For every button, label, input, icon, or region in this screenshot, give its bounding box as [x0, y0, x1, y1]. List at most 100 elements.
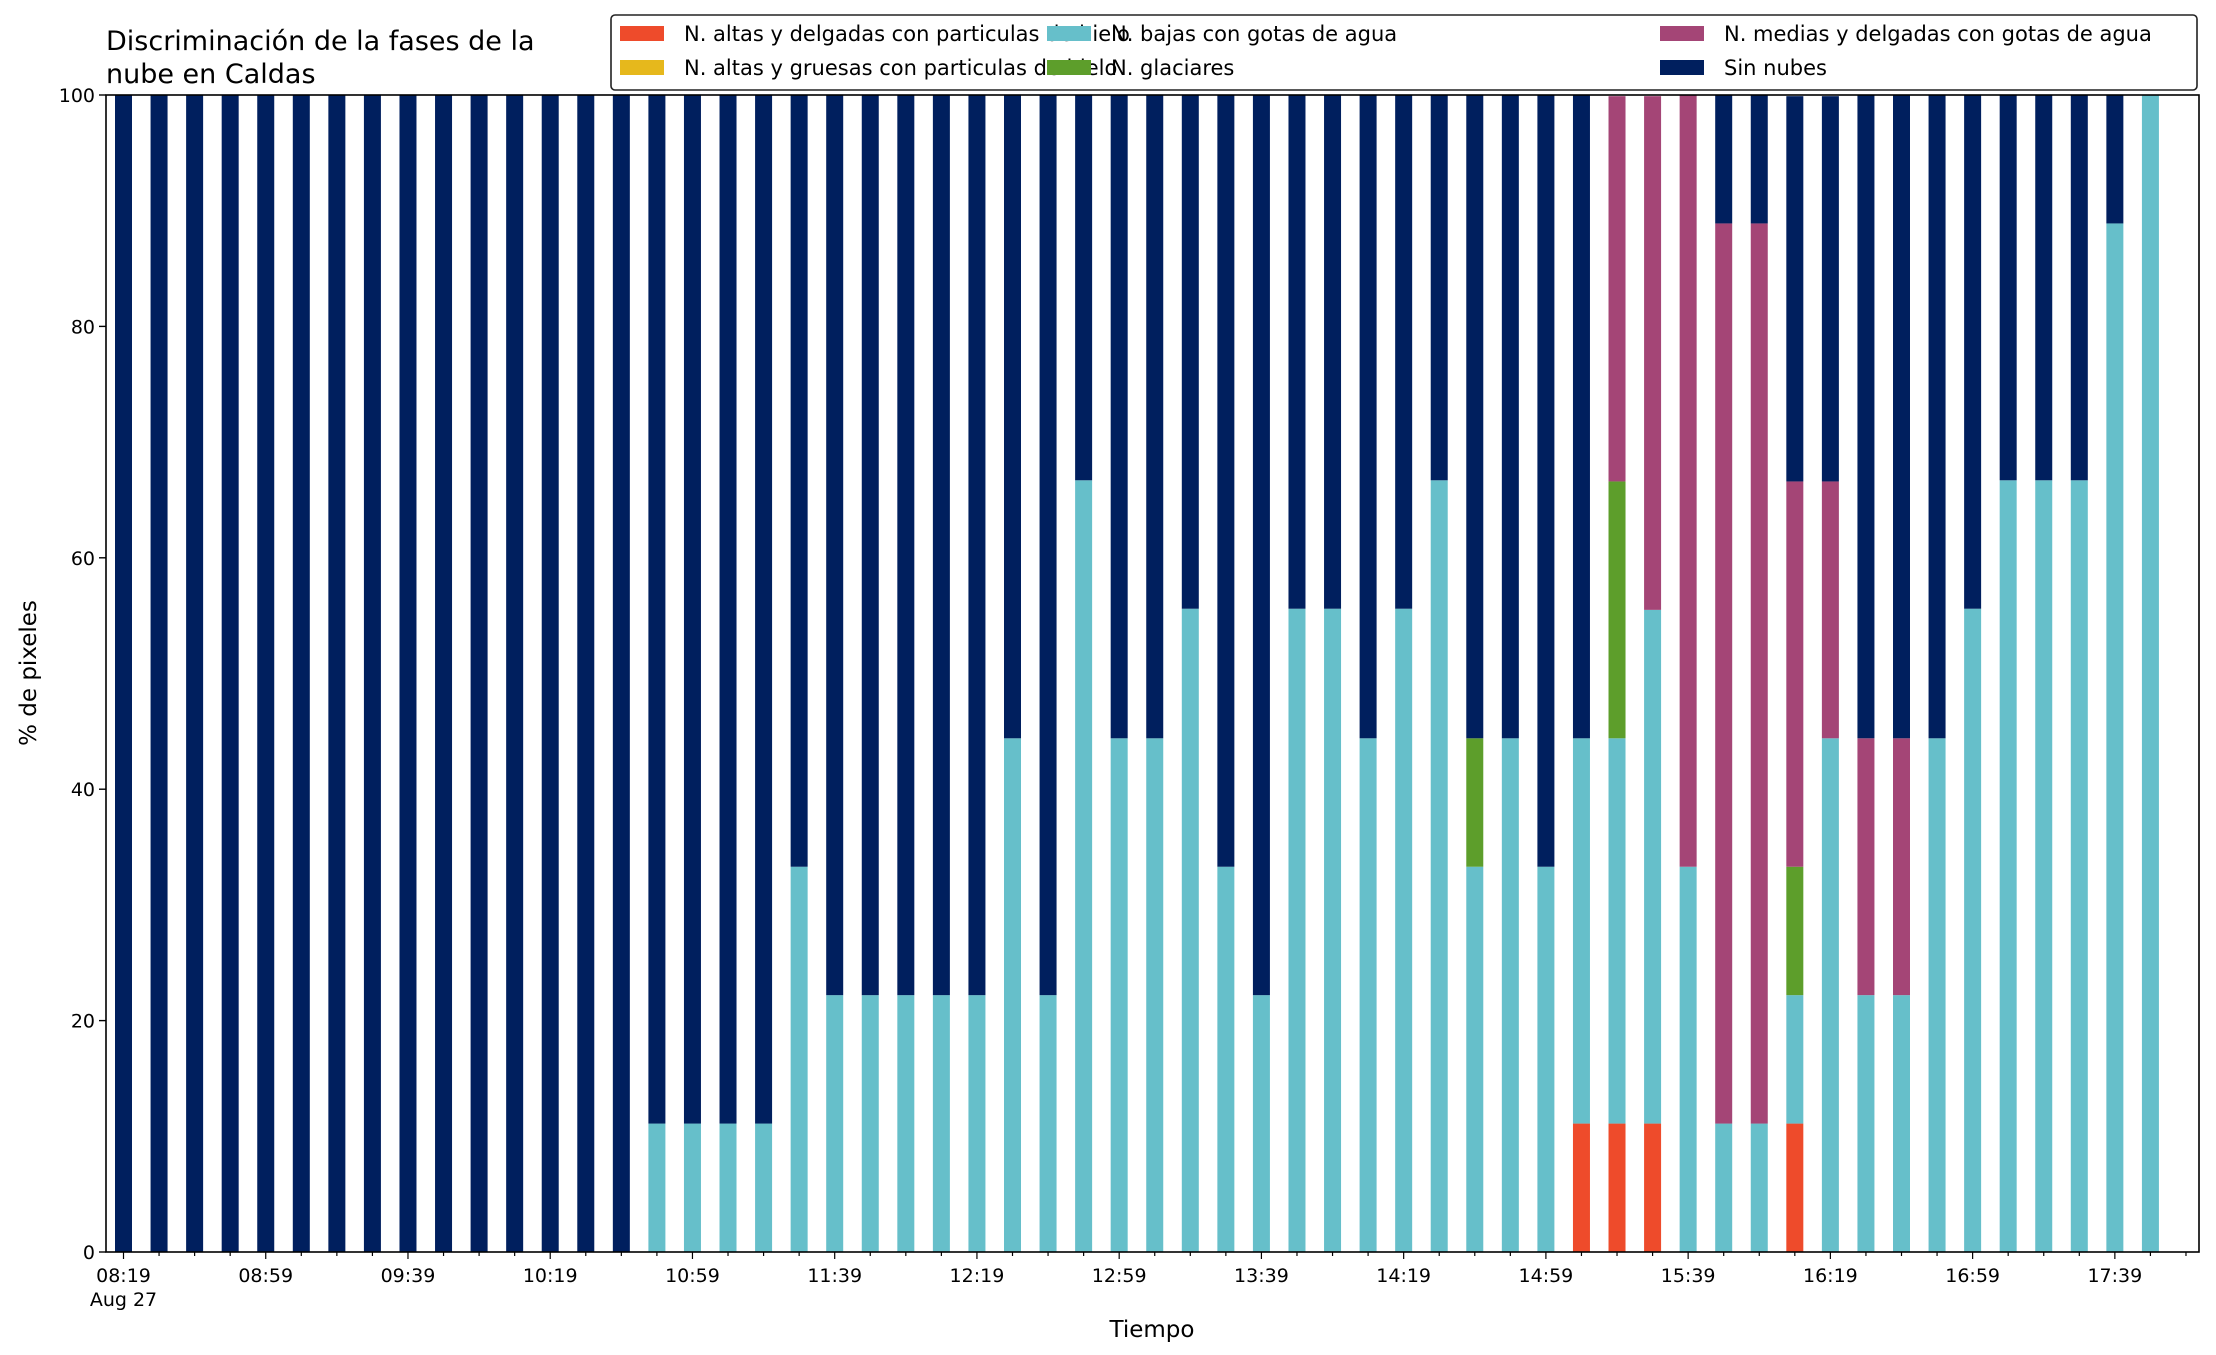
bar-segment: [1430, 480, 1448, 1252]
bar-segment: [719, 1123, 737, 1252]
bar-segment: [2106, 223, 2124, 1253]
bar-segment: [435, 95, 453, 1252]
bar-segment: [968, 995, 986, 1252]
y-axis-label: % de pixeles: [16, 600, 42, 746]
bar-segment: [1324, 95, 1342, 609]
bar-segment: [1608, 738, 1626, 1124]
chart-title: Discriminación de la fases de la nube en…: [106, 26, 535, 90]
bar-segment: [1786, 1123, 1804, 1252]
bar-stacks: [115, 95, 2159, 1253]
bar-segment: [1715, 95, 1733, 224]
bar-segment: [1501, 95, 1519, 739]
bar-segment: [1430, 95, 1448, 481]
x-axis: 08:19 08:59 09:39 10:19 10:59 11:39 12:19 12:59…: [90, 1252, 2187, 1311]
y-tick-label: 0: [83, 1242, 95, 1264]
bar-segment: [1750, 95, 1768, 224]
bar-segment: [1324, 608, 1342, 1252]
y-axis: 0 20 40 60 80 100: [59, 85, 106, 1264]
bar-segment: [1608, 481, 1626, 739]
bar-segment: [897, 95, 915, 996]
bar-segment: [1075, 480, 1093, 1252]
bar-segment: [1146, 95, 1164, 739]
bar-segment: [506, 95, 524, 1252]
bar-segment: [2106, 95, 2124, 224]
legend-swatch: [620, 60, 664, 75]
bar-segment: [1039, 95, 1057, 996]
y-tick-label: 100: [59, 85, 95, 107]
x-tick-label: 14:59: [1519, 1265, 1574, 1287]
bar-segment: [1110, 95, 1128, 739]
bar-segment: [1075, 95, 1093, 481]
y-tick-label: 80: [71, 316, 95, 338]
x-axis-label: Tiempo: [1109, 1317, 1195, 1343]
bar-segment: [1893, 995, 1910, 1252]
bar-segment: [257, 95, 275, 1252]
bar-segment: [1466, 738, 1484, 867]
bar-segment: [1750, 1123, 1768, 1252]
x-tick-label: 11:39: [807, 1265, 862, 1287]
bar-segment: [470, 95, 488, 1252]
legend-swatch: [620, 26, 664, 41]
bar-segment: [683, 1123, 701, 1252]
bar-segment: [186, 95, 204, 1252]
bar-segment: [1715, 223, 1733, 1124]
x-tick-label: 08:59: [238, 1265, 293, 1287]
bar-segment: [719, 95, 737, 1124]
bar-segment: [1572, 1123, 1590, 1252]
bar-segment: [2035, 95, 2053, 481]
bar-segment: [932, 995, 950, 1252]
bar-segment: [1857, 995, 1875, 1252]
bar-segment: [1786, 995, 1804, 1124]
bar-segment: [755, 95, 773, 1124]
bar-segment: [1572, 738, 1590, 1124]
bar-segment: [755, 1123, 773, 1252]
bar-segment: [1893, 95, 1910, 739]
bar-segment: [1715, 1123, 1733, 1252]
chart-title-line-2: nube en Caldas: [106, 59, 316, 90]
y-tick-label: 60: [71, 548, 95, 570]
bar-segment: [1928, 738, 1946, 1252]
bar-segment: [612, 95, 630, 1252]
bar-segment: [1821, 96, 1839, 482]
y-tick-label: 20: [71, 1011, 95, 1033]
bar-segment: [1644, 96, 1662, 610]
legend-label: N. bajas con gotas de agua: [1111, 22, 1397, 46]
bar-segment: [1288, 608, 1306, 1252]
bar-segment: [1537, 866, 1555, 1252]
x-tick-label: 16:59: [1945, 1265, 2000, 1287]
x-tick-label: 08:19: [96, 1265, 151, 1287]
bar-segment: [150, 95, 168, 1252]
bar-segment: [1999, 95, 2017, 481]
bar-segment: [328, 95, 346, 1252]
bar-segment: [826, 95, 844, 996]
bar-segment: [1821, 481, 1839, 739]
bar-segment: [1359, 95, 1377, 739]
x-tick-label: 12:59: [1092, 1265, 1147, 1287]
bar-segment: [648, 95, 666, 1124]
bar-segment: [1679, 866, 1697, 1252]
bar-segment: [1786, 96, 1804, 482]
bar-segment: [1252, 995, 1270, 1252]
bar-segment: [1821, 738, 1839, 1252]
x-tick-label: 12:19: [950, 1265, 1005, 1287]
y-tick-label: 40: [71, 779, 95, 801]
bar-segment: [932, 95, 950, 996]
bar-segment: [1110, 738, 1128, 1252]
bar-segment: [1466, 95, 1484, 739]
bar-segment: [1608, 1123, 1626, 1252]
bar-segment: [115, 95, 132, 1252]
bar-segment: [790, 95, 808, 867]
bar-segment: [1786, 481, 1804, 867]
bar-segment: [1644, 609, 1662, 1124]
bar-segment: [1572, 95, 1590, 739]
bar-segment: [1964, 608, 1982, 1252]
legend-label: Sin nubes: [1724, 56, 1827, 80]
bar-segment: [1181, 95, 1199, 609]
bar-segment: [1999, 480, 2017, 1252]
x-tick-label: 17:39: [2087, 1265, 2142, 1287]
bar-segment: [861, 995, 879, 1252]
bar-segment: [1146, 738, 1164, 1252]
bar-segment: [1928, 95, 1946, 739]
bar-segment: [968, 95, 986, 996]
